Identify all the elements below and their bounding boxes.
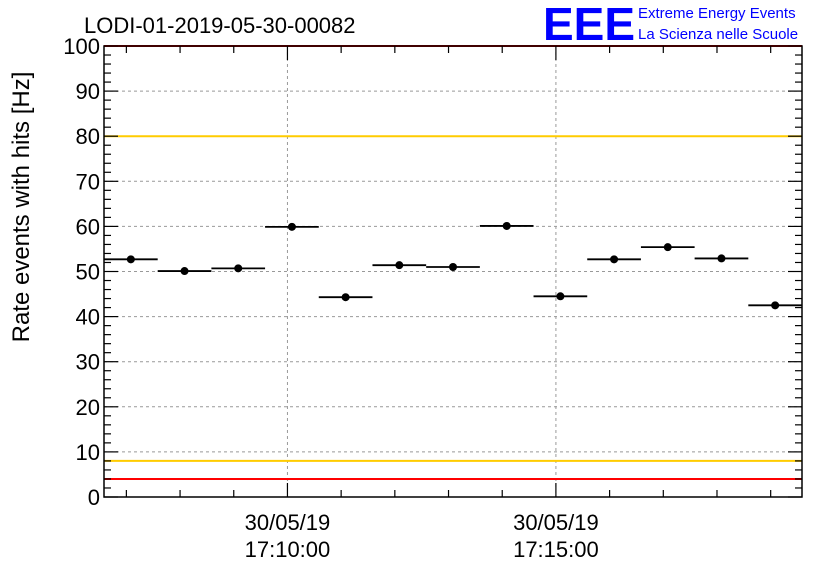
data-point	[180, 267, 189, 276]
y-tick-label: 50	[76, 260, 100, 285]
eee-logo: EEE Extreme Energy Events La Scienza nel…	[543, 0, 798, 50]
logo-mark: EEE	[543, 0, 635, 50]
reference-lines	[104, 45, 802, 480]
y-tick-label: 80	[76, 124, 100, 149]
data-point	[126, 255, 135, 264]
data-point	[449, 262, 457, 271]
y-tick-label: 30	[76, 350, 100, 375]
data-point	[663, 243, 672, 252]
x-tick-label-time: 17:15:00	[513, 537, 599, 562]
data-point	[556, 292, 565, 301]
y-tick-label: 40	[76, 305, 100, 330]
y-tick-label: 100	[63, 34, 100, 59]
data-point	[234, 264, 243, 273]
y-tick-label: 10	[76, 440, 100, 465]
data-point	[502, 221, 511, 230]
axes: 010203040506070809010030/05/1917:10:0030…	[63, 34, 803, 562]
data-point	[610, 255, 619, 264]
data-point	[341, 293, 350, 302]
data-point	[395, 261, 404, 270]
data-point	[771, 301, 780, 310]
data-point	[287, 222, 296, 231]
y-tick-label: 70	[76, 169, 100, 194]
x-tick-label-date: 30/05/19	[513, 510, 599, 535]
data-point	[717, 254, 726, 263]
y-tick-label: 0	[88, 485, 100, 510]
y-axis-title: Rate events with hits [Hz]	[8, 72, 35, 343]
y-tick-label: 60	[76, 214, 100, 239]
y-tick-label: 20	[76, 395, 100, 420]
logo-line-2: La Scienza nelle Scuole	[638, 26, 798, 43]
x-tick-label-date: 30/05/19	[245, 510, 331, 535]
x-tick-label-time: 17:10:00	[245, 537, 331, 562]
y-tick-label: 90	[76, 79, 100, 104]
data-series	[104, 221, 802, 310]
chart-title: LODI-01-2019-05-30-00082	[84, 13, 356, 38]
logo-line-1: Extreme Energy Events	[638, 5, 796, 22]
